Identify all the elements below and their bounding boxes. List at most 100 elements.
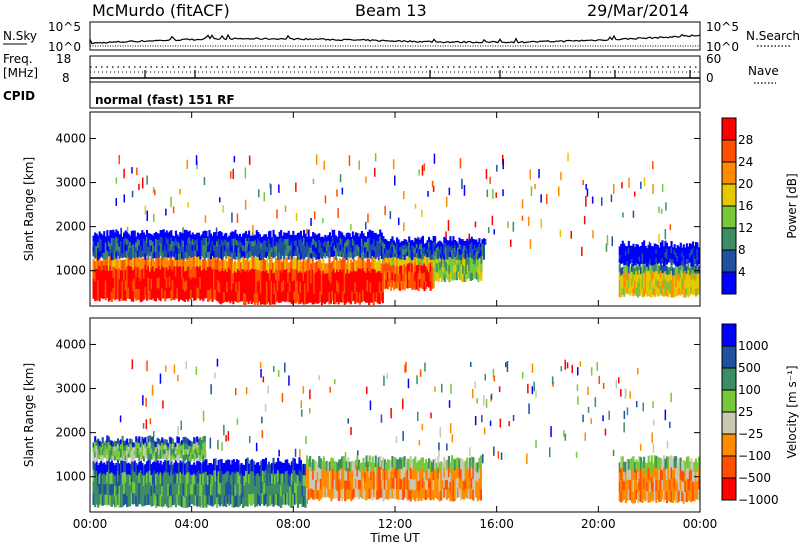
echo-cell — [623, 287, 626, 297]
echo-cell — [383, 254, 386, 264]
echo-cell — [211, 257, 214, 270]
echo-cell — [274, 245, 277, 252]
echo-cell — [308, 280, 311, 292]
echo-cell — [356, 476, 359, 487]
echo-cell — [120, 495, 123, 508]
echo-cell — [621, 467, 624, 479]
echo-cell — [284, 244, 287, 251]
echo-cell — [126, 265, 129, 278]
echo-cell — [679, 490, 682, 502]
echo-cell — [325, 241, 328, 247]
echo-cell — [312, 489, 315, 500]
echo-cell — [126, 449, 129, 457]
echo-cell — [126, 287, 129, 299]
echo-cell — [360, 480, 363, 490]
echo-cell — [431, 254, 434, 260]
echo-cell — [620, 282, 623, 291]
echo-cell — [691, 286, 694, 296]
echo-cell — [659, 277, 662, 287]
echo-cell — [348, 292, 351, 303]
echo-cell — [400, 468, 403, 480]
echo-cell — [115, 484, 118, 497]
echo-cell — [167, 495, 170, 508]
echo-cell — [127, 495, 130, 507]
echo-cell — [302, 280, 305, 293]
echo-cell — [273, 293, 276, 305]
echo-cell — [115, 495, 118, 508]
echo-cell — [155, 461, 158, 474]
echo-cell — [222, 235, 225, 242]
echo-cell — [434, 468, 437, 479]
echo-cell — [133, 267, 136, 279]
echo-cell — [421, 253, 424, 260]
echo-cell — [638, 490, 641, 502]
echo-cell — [293, 492, 296, 505]
echo-cell — [365, 488, 368, 501]
echo-cell — [403, 222, 405, 232]
echo-cell — [411, 280, 414, 291]
echo-cell — [662, 466, 665, 479]
echo-cell — [224, 279, 227, 291]
echo-cell — [348, 480, 351, 491]
echo-cell — [426, 269, 429, 279]
echo-cell — [200, 279, 203, 290]
echo-cell — [664, 489, 667, 500]
echo-cell — [446, 240, 449, 246]
echo-cell — [133, 450, 136, 455]
echo-cell — [643, 488, 646, 500]
echo-cell — [283, 463, 286, 474]
echo-cell — [252, 471, 255, 483]
echo-cell — [505, 362, 507, 368]
echo-cell — [408, 459, 411, 470]
echo-cell — [149, 435, 152, 442]
echo-cell — [624, 263, 627, 272]
echo-cell — [245, 493, 248, 506]
echo-cell — [243, 495, 246, 507]
echo-cell — [255, 243, 258, 251]
echo-cell — [688, 274, 691, 282]
echo-cell — [144, 447, 147, 453]
echo-cell — [301, 241, 304, 248]
y-tick-label: 1000 — [55, 470, 86, 484]
echo-cell — [173, 446, 176, 452]
echo-cell — [293, 257, 296, 270]
echo-cell — [214, 258, 217, 270]
echo-cell — [109, 230, 112, 237]
echo-cell — [414, 489, 417, 502]
y-axis-label: Slant Range [km] — [22, 363, 36, 467]
echo-cell — [181, 473, 184, 485]
echo-cell — [467, 488, 470, 500]
echo-cell — [385, 480, 388, 490]
echo-cell — [176, 276, 179, 288]
echo-cell — [228, 471, 231, 483]
echo-cell — [162, 472, 165, 485]
echo-cell — [618, 271, 621, 281]
echo-cell — [132, 442, 135, 448]
echo-cell — [150, 239, 153, 246]
echo-cell — [191, 494, 194, 505]
echo-cell — [559, 229, 562, 238]
echo-cell — [220, 481, 223, 494]
echo-cell — [310, 462, 313, 472]
echo-cell — [168, 276, 171, 288]
echo-cell — [342, 477, 345, 489]
echo-cell — [104, 270, 107, 281]
echo-cell — [469, 488, 472, 500]
echo-cell — [95, 455, 98, 462]
echo-cell — [352, 269, 355, 280]
echo-cell — [332, 468, 335, 479]
echo-cell — [177, 253, 180, 260]
echo-cell — [360, 290, 363, 303]
echo-cell — [277, 237, 280, 244]
echo-cell — [435, 251, 438, 256]
echo-cell — [442, 271, 445, 280]
echo-cell — [141, 442, 144, 449]
echo-cell — [197, 455, 200, 462]
echo-cell — [220, 492, 223, 505]
echo-cell — [367, 213, 369, 223]
echo-cell — [417, 470, 420, 482]
echo-cell — [95, 492, 98, 505]
echo-cell — [194, 266, 197, 278]
echo-cell — [482, 254, 485, 260]
echo-cell — [444, 251, 447, 257]
